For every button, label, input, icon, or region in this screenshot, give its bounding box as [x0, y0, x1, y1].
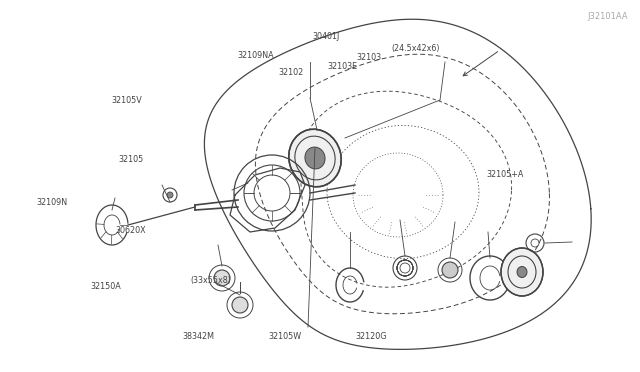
- Circle shape: [232, 297, 248, 313]
- Text: 32109NA: 32109NA: [237, 51, 275, 60]
- Text: 32103E: 32103E: [327, 62, 358, 71]
- Text: 30620X: 30620X: [116, 226, 147, 235]
- Text: 32103: 32103: [356, 53, 382, 62]
- Circle shape: [442, 262, 458, 278]
- Text: 38342M: 38342M: [182, 332, 214, 341]
- Text: (24.5x42x6): (24.5x42x6): [392, 44, 440, 53]
- Ellipse shape: [517, 266, 527, 278]
- Text: 32120G: 32120G: [355, 332, 387, 341]
- Text: 32109N: 32109N: [37, 198, 68, 207]
- Text: 32150A: 32150A: [90, 282, 121, 291]
- Text: (33x55x8): (33x55x8): [191, 276, 232, 285]
- Text: J32101AA: J32101AA: [588, 12, 628, 21]
- Ellipse shape: [305, 147, 325, 169]
- Ellipse shape: [501, 248, 543, 296]
- Text: 32105+A: 32105+A: [487, 170, 524, 179]
- Text: 32105W: 32105W: [268, 332, 301, 341]
- Text: 32105V: 32105V: [111, 96, 142, 105]
- Text: 32105: 32105: [118, 155, 144, 164]
- Circle shape: [167, 192, 173, 198]
- Text: 30401J: 30401J: [313, 32, 340, 41]
- Circle shape: [214, 270, 230, 286]
- Text: 32102: 32102: [278, 68, 304, 77]
- Ellipse shape: [289, 129, 341, 187]
